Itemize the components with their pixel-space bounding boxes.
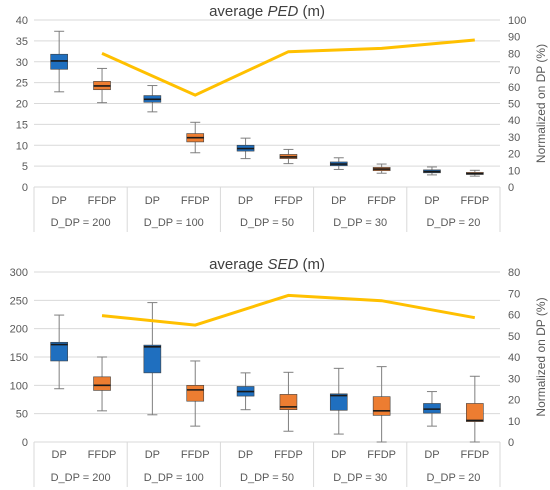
sed-dp-4-box [329,393,348,411]
sed-left-tick-label: 100 [10,380,28,392]
sed-right-tick-label: 80 [508,267,520,279]
ped-box-label: DP [331,195,346,207]
ped-right-tick-label: 0 [508,182,514,194]
ped-box-label: FFDP [367,195,396,207]
sed-box-label: FFDP [367,449,396,461]
sed-left-tick-label: 300 [10,267,28,279]
sed-left-tick-label: 250 [10,295,28,307]
sed-right-tick-label: 30 [508,373,520,385]
ped-right-tick-label: 10 [508,165,520,177]
ped-right-tick-label: 70 [508,65,520,77]
ped-title-prefix: average [209,3,267,20]
sed-right-tick-label: 70 [508,288,520,300]
ped-right-tick-label: 90 [508,32,520,44]
sed-group-label: D_DP = 100 [144,472,204,484]
sed-left-tick-label: 50 [16,409,28,421]
sed-box-label: FFDP [460,449,489,461]
sed-group-label: D_DP = 30 [333,472,387,484]
sed-ffdp-2-box [186,385,205,402]
sed-right-tick-label: 0 [508,437,514,449]
ped-right-tick-label: 20 [508,149,520,161]
ped-normalized-line [101,38,475,97]
ped-box-label: FFDP [88,195,117,207]
ped-left-tick-label: 20 [16,99,28,111]
ped-chart-title: average PED (m) [209,3,325,20]
sed-right-tick-label: 10 [508,416,520,428]
ped-title-variable: PED [267,3,298,20]
sed-title-variable: SED [267,256,298,273]
ped-box-label: FFDP [274,195,303,207]
ped-left-tick-label: 35 [16,36,28,48]
ped-group-label: D_DP = 20 [426,217,480,229]
sed-box-label: DP [331,449,346,461]
sed-ffdp-4-box [372,396,391,416]
sed-box-label: FFDP [274,449,303,461]
sed-right-tick-label: 60 [508,310,520,322]
sed-dp-1-box [50,341,68,362]
sed-left-tick-label: 0 [22,437,28,449]
sed-dp-2-box [143,344,162,374]
sed-ffdp-5-box [466,403,484,422]
ped-dp-1-box [50,53,68,70]
ped-title-suffix: (m) [298,3,325,20]
sed-ffdp-3-box [279,394,298,410]
ped-left-tick-label: 15 [16,119,28,131]
ped-left-tick-label: 30 [16,57,28,69]
ped-right-tick-label: 50 [508,99,520,111]
sed-dp-5-box [423,403,441,414]
ped-group-label: D_DP = 100 [144,217,204,229]
sed-box-label: DP [52,449,67,461]
ped-right-tick-label: 40 [508,115,520,127]
ped-right-tick-label: 60 [508,82,520,94]
ped-box-label: DP [238,195,253,207]
ped-left-tick-label: 5 [22,161,28,173]
ped-box-label: FFDP [460,195,489,207]
ped-left-tick-label: 0 [22,182,28,194]
sed-box-label: DP [424,449,439,461]
sed-ffdp-1-box [93,376,111,391]
ped-chart: 0 5 10 15 20 25 30 35 40 0 10 20 30 40 50 60 70 80 90 100 No… [16,3,548,232]
ped-group-label: D_DP = 30 [333,217,387,229]
ped-left-tick-label: 25 [16,78,28,90]
sed-left-tick-label: 200 [10,324,28,336]
sed-group-label: D_DP = 50 [240,472,294,484]
sed-box-label: FFDP [88,449,117,461]
ped-group-label: D_DP = 50 [240,217,294,229]
sed-chart: 0 50 100 150 200 250 300 0 10 20 30 40 50 60 70 80 Norma… [10,256,548,487]
ped-box-label: FFDP [181,195,210,207]
sed-group-label: D_DP = 200 [51,472,111,484]
sed-chart-title: average SED (m) [209,256,325,273]
sed-right-tick-label: 40 [508,352,520,364]
ped-right-tick-label: 30 [508,132,520,144]
ped-box-label: DP [52,195,67,207]
sed-box-label: DP [145,449,160,461]
ped-right-axis-label: Normalized on DP (%) [534,44,548,163]
sed-right-tick-label: 20 [508,395,520,407]
ped-box-label: DP [424,195,439,207]
sed-right-axis-label: Normalized on DP (%) [534,297,548,416]
ped-right-tick-label: 80 [508,48,520,60]
sed-box-label: DP [238,449,253,461]
ped-right-tick-label: 100 [508,15,526,27]
sed-title-suffix: (m) [298,256,325,273]
sed-left-tick-label: 150 [10,352,28,364]
ped-group-label: D_DP = 200 [51,217,111,229]
sed-box-label: FFDP [181,449,210,461]
ped-box-label: DP [145,195,160,207]
ped-left-tick-label: 10 [16,140,28,152]
sed-group-label: D_DP = 20 [426,472,480,484]
sed-right-tick-label: 50 [508,331,520,343]
ped-left-tick-label: 40 [16,15,28,27]
sed-title-prefix: average [209,256,267,273]
